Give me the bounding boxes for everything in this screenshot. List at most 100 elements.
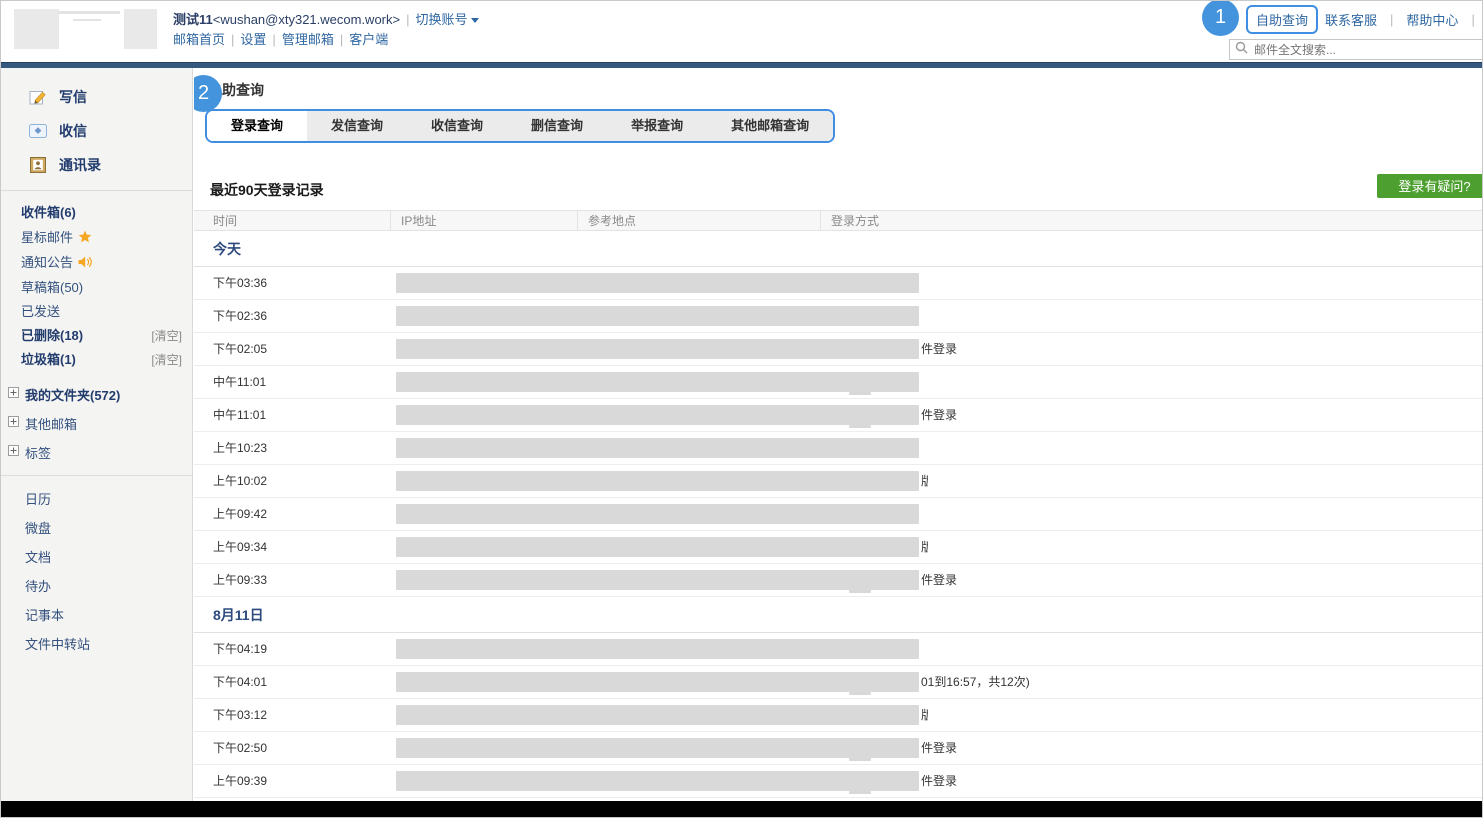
bottom-black-bar [1,801,1482,817]
main-content: 自助查询 2 登录查询 发信查询 收信查询 删信查询 举报查询 其他邮箱查询 最近90天登… [194,68,1482,801]
account-name: 测试11 [173,12,213,27]
redaction-block [396,306,919,326]
action-label: 收信 [59,123,87,139]
tab-login-query[interactable]: 登录查询 [207,111,308,141]
empty-folder-link[interactable]: [清空] [151,329,182,343]
login-doubt-button[interactable]: 登录有疑问? [1377,174,1482,198]
login-record-row: 上午09:42 [194,498,1482,531]
app-todo[interactable]: 待办 [25,579,52,594]
login-time: 上午10:23 [213,441,268,455]
folder-label: 草稿箱(50) [21,280,84,295]
folder-announcements[interactable]: 通知公告 [1,251,192,276]
redaction-block [396,273,919,293]
login-record-row: 下午02:36 [194,300,1482,333]
table-header: 时间 IP地址 参考地点 登录方式 [194,210,1482,231]
login-record-row: 下午02:50 件登录 [194,732,1482,765]
speaker-icon [78,256,93,271]
redaction-block [396,570,919,590]
search-box[interactable] [1229,39,1482,60]
expander-icon[interactable] [8,415,19,430]
account-line: 测试11<wushan@xty321.wecom.work> | 切换账号 [173,10,479,30]
contacts-button[interactable]: 通讯录 [1,148,192,182]
tab-other-mailbox-query[interactable]: 其他邮箱查询 [731,118,810,133]
app-notes[interactable]: 记事本 [25,608,65,623]
tab-send-query[interactable]: 发信查询 [331,118,384,133]
redacted-text-smudge [73,19,101,21]
login-method-text: 件登录 [921,774,958,788]
header-divider-bar [1,62,1482,68]
login-record-row: 下午03:12 版 [194,699,1482,732]
contact-support-link[interactable]: 联系客服 [1325,12,1378,28]
login-time: 上午09:34 [213,540,268,554]
app-file-transfer[interactable]: 文件中转站 [25,637,91,652]
tree-my-folders[interactable]: 我的文件夹(572) [1,380,192,409]
login-method-text: 版 [921,465,928,498]
folder-label: 已删除(18) [21,328,84,343]
date-group-header: 8月11日 [194,597,1482,633]
app-calendar[interactable]: 日历 [25,492,52,507]
login-record-row: 上午09:39 件登录 [194,765,1482,798]
column-header: 时间 [213,214,238,228]
login-record-row: 中午11:01 [194,366,1482,399]
action-label: 写信 [59,89,87,105]
redaction-block [396,639,919,659]
login-method-text: 件登录 [921,741,958,755]
tab-receive-query[interactable]: 收信查询 [431,118,484,133]
receive-button[interactable]: 收信 [1,114,192,148]
header-nav-link[interactable]: 邮箱首页 [173,32,226,47]
self-service-query-link[interactable]: 自助查询 [1246,4,1319,34]
action-label: 通讯录 [59,157,101,173]
tab-delete-query[interactable]: 删信查询 [531,118,584,133]
compose-icon [29,88,47,106]
search-icon [1235,41,1248,59]
login-method-text: 版 [921,699,928,732]
redaction-block [396,537,919,557]
folder-sent[interactable]: 已发送 [1,300,192,324]
star-icon [78,230,92,246]
app-drive[interactable]: 微盘 [25,521,52,536]
login-record-row: 下午04:19 [194,633,1482,666]
login-record-row: 上午09:34 版 [194,531,1482,564]
folder-label: 已发送 [21,304,61,319]
redacted-text-smudge [849,692,871,695]
folder-inbox[interactable]: 收件箱(6) [1,201,192,225]
login-record-row: 下午04:01 01到16:57，共12次) [194,666,1482,699]
chevron-down-icon[interactable] [470,18,479,24]
folder-spam[interactable]: 垃圾箱(1) [清空] [1,348,192,372]
tree-tags[interactable]: 标签 [1,438,192,467]
table-body: 今天 下午03:36 下午02:36 下午02:05 件登录 中午11:01 中午11:01… [194,231,1482,798]
expander-icon[interactable] [8,444,19,459]
redaction-block [396,471,919,491]
header-nav-link[interactable]: 管理邮箱 [281,32,334,47]
folder-starred[interactable]: 星标邮件 [1,225,192,251]
app-docs[interactable]: 文档 [25,550,52,565]
folder-drafts[interactable]: 草稿箱(50) [1,276,192,300]
page-title: 自助查询 [208,82,264,98]
tree-other-mailboxes[interactable]: 其他邮箱 [1,409,192,438]
login-time: 上午10:02 [213,474,268,488]
login-records-table: 时间 IP地址 参考地点 登录方式 今天 下午03:36 下午02:36 下午02:05 件登… [194,210,1482,798]
tab-report-query[interactable]: 举报查询 [631,118,684,133]
folder-deleted[interactable]: 已删除(18) [清空] [1,324,192,348]
redacted-text-smudge [58,11,120,14]
empty-folder-link[interactable]: [清空] [151,353,182,367]
compose-button[interactable]: 写信 [1,80,192,114]
column-header: 登录方式 [820,211,879,231]
login-time: 下午03:36 [213,276,268,290]
login-time: 下午04:19 [213,642,268,656]
annotation-circle-1: 1 [1202,1,1239,36]
folder-label: 收件箱(6) [21,205,76,220]
switch-account-link[interactable]: 切换账号 [415,12,468,27]
header-nav-link[interactable]: 客户端 [349,32,389,47]
login-time: 上午09:33 [213,573,268,587]
folder-label: 通知公告 [21,255,74,270]
header-nav-link[interactable]: 设置 [240,32,267,47]
expander-icon[interactable] [8,386,19,401]
contacts-icon [29,156,47,174]
help-center-link[interactable]: 帮助中心 [1406,12,1459,28]
folder-label: 星标邮件 [21,230,74,245]
redacted-text-smudge [849,590,871,593]
search-input[interactable] [1252,41,1482,58]
records-bar: 最近90天登录记录 登录有疑问? [194,172,1482,210]
